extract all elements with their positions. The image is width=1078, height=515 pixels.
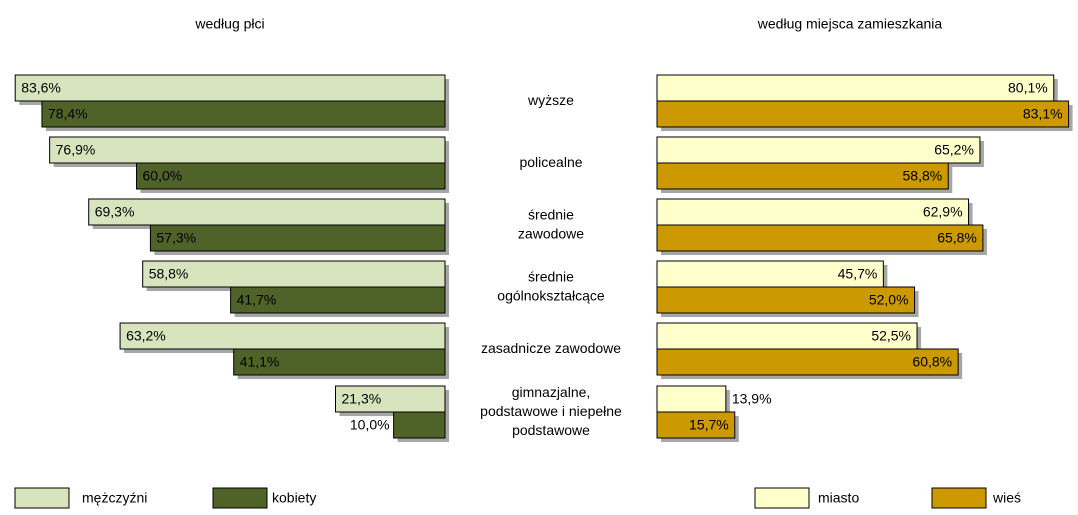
bar xyxy=(334,385,446,413)
bar xyxy=(41,100,446,128)
value-label: 60,8% xyxy=(912,354,952,370)
value-label: 52,5% xyxy=(871,328,911,344)
legend-swatch xyxy=(14,487,70,509)
value-label: 62,9% xyxy=(923,204,963,220)
value-label: 41,7% xyxy=(237,292,277,308)
bar xyxy=(656,198,970,226)
value-label: 65,2% xyxy=(934,142,974,158)
category-label: wyższe xyxy=(527,92,574,108)
bar xyxy=(88,198,446,226)
bar xyxy=(656,100,1070,128)
bar xyxy=(656,322,918,350)
value-label: 15,7% xyxy=(689,417,729,433)
chart-title: według miejsca zamieszkania xyxy=(757,16,943,32)
bar xyxy=(233,348,446,376)
value-label: 69,3% xyxy=(95,204,135,220)
bar xyxy=(656,286,916,314)
category-label: gimnazjalne, podstawowe i niepełne podstaw… xyxy=(480,384,622,438)
bar xyxy=(656,348,959,376)
category-label: policealne xyxy=(519,154,582,170)
bar xyxy=(230,286,446,314)
legend-label: kobiety xyxy=(272,490,316,506)
bar xyxy=(656,74,1055,102)
bar xyxy=(149,224,446,252)
category-label: średnie ogólnokształcące xyxy=(497,268,605,303)
value-label: 13,9% xyxy=(732,391,772,407)
legend-swatch xyxy=(931,487,987,509)
value-label: 80,1% xyxy=(1008,80,1048,96)
bar xyxy=(14,74,446,102)
bar xyxy=(656,162,949,190)
value-label: 58,8% xyxy=(149,266,189,282)
value-label: 60,0% xyxy=(143,168,183,184)
chart-title: według płci xyxy=(194,16,264,32)
value-label: 83,1% xyxy=(1023,106,1063,122)
legend-label: mężczyźni xyxy=(82,490,147,506)
value-label: 21,3% xyxy=(341,391,381,407)
value-label: 45,7% xyxy=(838,266,878,282)
value-label: 57,3% xyxy=(156,230,196,246)
category-label: średnie zawodowe xyxy=(518,206,584,241)
category-label: zasadnicze zawodowe xyxy=(481,340,621,356)
bar xyxy=(656,260,884,288)
bar xyxy=(49,136,446,164)
bar xyxy=(656,136,981,164)
bar xyxy=(142,260,446,288)
value-label: 52,0% xyxy=(869,292,909,308)
value-label: 65,8% xyxy=(937,230,977,246)
bar xyxy=(656,224,984,252)
bar xyxy=(393,411,446,439)
value-label: 78,4% xyxy=(48,106,88,122)
legend-swatch xyxy=(212,487,268,509)
value-label: 63,2% xyxy=(126,328,166,344)
value-label: 58,8% xyxy=(903,168,943,184)
legend-swatch xyxy=(754,487,810,509)
bar xyxy=(136,162,446,190)
value-label: 41,1% xyxy=(240,354,280,370)
value-label: 83,6% xyxy=(21,80,61,96)
legend-label: wieś xyxy=(992,490,1021,506)
bar xyxy=(656,385,727,413)
bar xyxy=(119,322,446,350)
legend-label: miasto xyxy=(818,490,859,506)
bar xyxy=(656,411,736,439)
value-label: 10,0% xyxy=(350,417,390,433)
value-label: 76,9% xyxy=(56,142,96,158)
